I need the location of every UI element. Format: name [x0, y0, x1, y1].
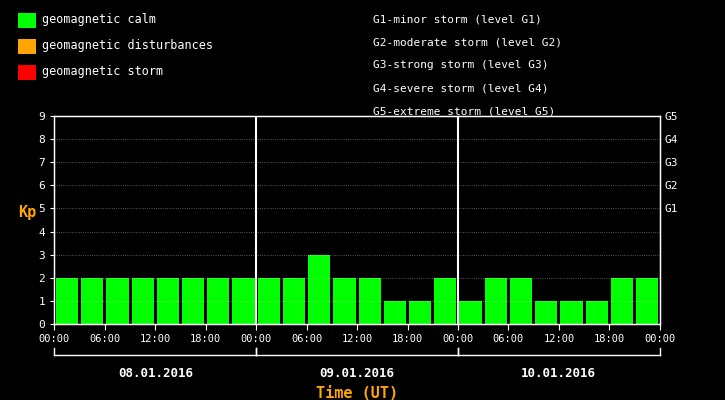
- Bar: [460, 301, 481, 324]
- Bar: [157, 278, 179, 324]
- Text: 10.01.2016: 10.01.2016: [521, 367, 597, 380]
- Text: G5-extreme storm (level G5): G5-extreme storm (level G5): [373, 107, 555, 117]
- Bar: [207, 278, 229, 324]
- Bar: [384, 301, 406, 324]
- Bar: [81, 278, 103, 324]
- Bar: [586, 301, 608, 324]
- Bar: [560, 301, 583, 324]
- Bar: [334, 278, 355, 324]
- Text: Time (UT): Time (UT): [316, 386, 398, 400]
- Bar: [611, 278, 633, 324]
- Text: G2-moderate storm (level G2): G2-moderate storm (level G2): [373, 37, 563, 47]
- Text: geomagnetic disturbances: geomagnetic disturbances: [42, 39, 213, 52]
- Bar: [359, 278, 381, 324]
- Text: G4-severe storm (level G4): G4-severe storm (level G4): [373, 84, 549, 94]
- Bar: [535, 301, 558, 324]
- Bar: [485, 278, 507, 324]
- Bar: [107, 278, 128, 324]
- Text: G3-strong storm (level G3): G3-strong storm (level G3): [373, 60, 549, 70]
- Bar: [257, 278, 280, 324]
- Text: geomagnetic storm: geomagnetic storm: [42, 65, 163, 78]
- Bar: [510, 278, 532, 324]
- Bar: [182, 278, 204, 324]
- Bar: [434, 278, 457, 324]
- Bar: [308, 255, 331, 324]
- Bar: [56, 278, 78, 324]
- Text: G1-minor storm (level G1): G1-minor storm (level G1): [373, 14, 542, 24]
- Text: 08.01.2016: 08.01.2016: [117, 367, 193, 380]
- Bar: [233, 278, 254, 324]
- Text: 09.01.2016: 09.01.2016: [320, 367, 394, 380]
- Bar: [131, 278, 154, 324]
- Bar: [409, 301, 431, 324]
- Text: geomagnetic calm: geomagnetic calm: [42, 13, 156, 26]
- Y-axis label: Kp: Kp: [18, 205, 36, 220]
- Bar: [636, 278, 658, 324]
- Bar: [283, 278, 305, 324]
